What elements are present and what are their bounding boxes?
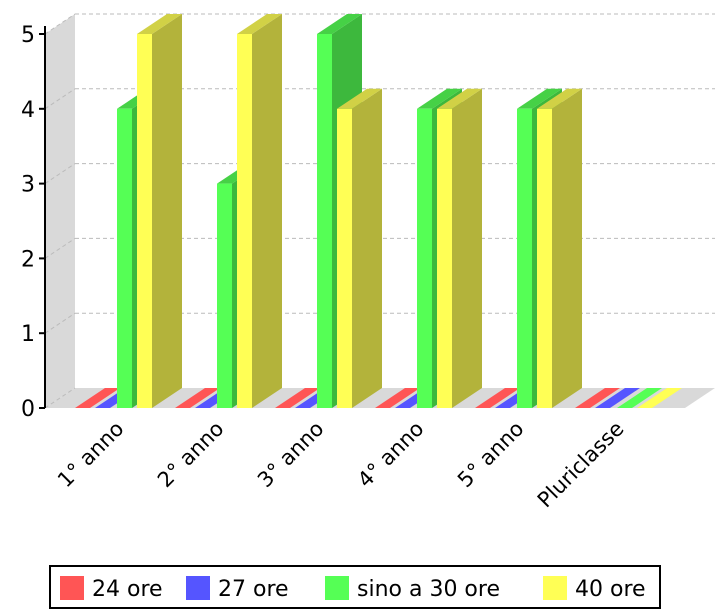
bar	[575, 388, 620, 408]
y-tick-label: 2	[21, 247, 35, 272]
grid-diagonal	[44, 13, 76, 35]
bar	[595, 388, 640, 408]
svg-text:24 ore: 24 ore	[92, 577, 163, 602]
grid-diagonal	[44, 237, 76, 259]
bar	[617, 388, 662, 408]
bar	[337, 88, 382, 409]
svg-text:sino a 30 ore: sino a 30 ore	[357, 577, 500, 602]
bar	[475, 388, 520, 408]
side-wall	[45, 14, 75, 408]
bars	[75, 14, 682, 409]
x-tick-label: 5° anno	[453, 417, 529, 493]
y-tick-label: 0	[21, 397, 35, 422]
bar	[75, 388, 120, 408]
bar	[275, 388, 320, 408]
x-tick-label: 3° anno	[253, 417, 329, 493]
legend-item: 27 ore	[186, 576, 289, 602]
y-tick-label: 5	[21, 23, 35, 48]
legend: 24 ore 27 ore sino a 30 ore 40 ore	[49, 565, 661, 609]
bar	[637, 388, 682, 408]
svg-text:27 ore: 27 ore	[218, 577, 289, 602]
bar	[437, 88, 482, 409]
legend-item: 40 ore	[543, 576, 646, 602]
grid-diagonal	[44, 312, 76, 334]
grid-diagonal	[44, 387, 76, 409]
grid-diagonal	[44, 88, 76, 110]
bar	[137, 14, 182, 408]
grid-diagonal	[44, 163, 76, 185]
legend-item: 24 ore	[60, 576, 163, 602]
y-tick-label: 1	[21, 322, 35, 347]
svg-text:40 ore: 40 ore	[575, 577, 646, 602]
legend-item: sino a 30 ore	[325, 576, 500, 602]
x-tick-label: 4° anno	[353, 417, 429, 493]
y-tick-label: 4	[21, 98, 35, 123]
y-tick-label: 3	[21, 173, 35, 198]
bar	[537, 88, 582, 409]
bar	[375, 388, 420, 408]
x-tick-label: 1° anno	[53, 417, 129, 493]
x-tick-label: 2° anno	[153, 417, 229, 493]
axes	[39, 26, 46, 409]
x-tick-label: Pluriclasse	[533, 417, 629, 513]
bar	[237, 14, 282, 408]
bar	[175, 388, 220, 408]
